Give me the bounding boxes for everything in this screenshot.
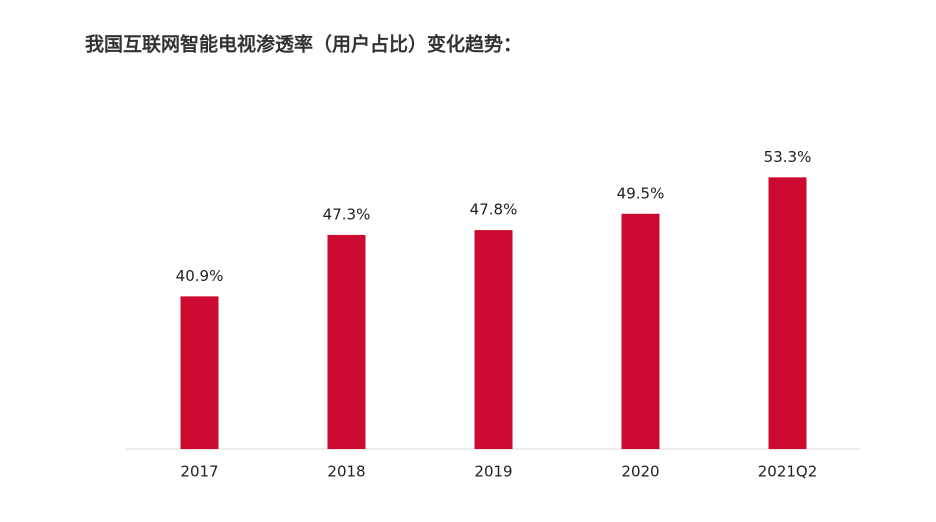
value-label: 49.5% — [617, 184, 665, 202]
value-label: 47.3% — [323, 205, 371, 223]
x-tick-label: 2021Q2 — [758, 463, 818, 481]
bar — [327, 234, 366, 449]
value-label: 40.9% — [176, 267, 224, 285]
chart-title: 我国互联网智能电视渗透率（用户占比）变化趋势： — [85, 33, 522, 56]
bar — [474, 230, 513, 449]
bar — [180, 296, 219, 449]
x-tick-label: 2020 — [621, 463, 659, 481]
value-label: 53.3% — [764, 148, 812, 166]
x-tick-label: 2019 — [474, 463, 512, 481]
bar — [621, 213, 660, 449]
x-tick-label: 2017 — [180, 463, 218, 481]
x-tick-label: 2018 — [327, 463, 365, 481]
value-label: 47.8% — [470, 201, 518, 219]
bar — [768, 177, 807, 449]
